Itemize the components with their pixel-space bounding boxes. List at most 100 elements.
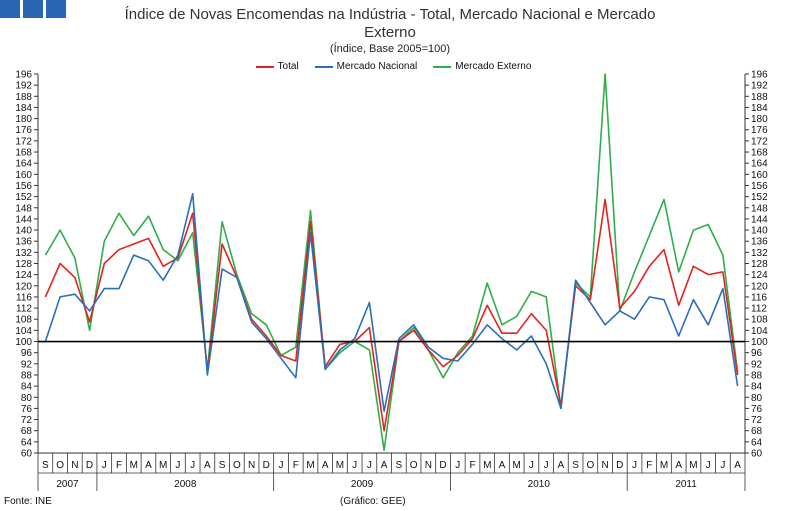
month-tick-label: J <box>279 460 284 471</box>
month-tick-label: D <box>86 460 93 471</box>
y-tick-label-left: 136 <box>15 237 32 248</box>
legend-label-externo: Mercado Externo <box>455 61 532 72</box>
month-tick-label: M <box>130 460 138 471</box>
series-line-total <box>44 198 739 432</box>
month-tick-label: A <box>322 460 329 471</box>
legend-item-nacional: Mercado Nacional <box>314 61 418 72</box>
month-tick-label: M <box>689 460 697 471</box>
y-tick-label-left: 60 <box>21 449 33 460</box>
y-tick-label-right: 60 <box>751 449 763 460</box>
month-tick-label: N <box>71 460 78 471</box>
month-tick-label: M <box>660 460 668 471</box>
legend-swatch-total <box>255 65 274 68</box>
title-line-1: Índice de Novas Encomendas na Indústria … <box>124 6 656 23</box>
chart-credit: (Gráfico: GEE) <box>340 496 406 507</box>
y-tick-label-right: 96 <box>751 348 763 359</box>
month-tick-label: A <box>499 460 506 471</box>
y-tick-label-right: 172 <box>751 136 768 147</box>
y-tick-label-right: 92 <box>751 359 763 370</box>
y-tick-label-right: 124 <box>751 270 768 281</box>
month-tick-label: M <box>483 460 491 471</box>
y-tick-label-right: 108 <box>751 315 768 326</box>
year-label: 2009 <box>351 479 374 490</box>
y-tick-label-right: 144 <box>751 214 768 225</box>
year-label: 2008 <box>174 479 197 490</box>
month-tick-label: J <box>544 460 549 471</box>
month-tick-label: J <box>102 460 107 471</box>
logo-square <box>23 0 43 18</box>
y-tick-label-right: 104 <box>751 326 768 337</box>
y-tick-label-right: 128 <box>751 259 768 270</box>
y-tick-label-left: 152 <box>15 192 32 203</box>
year-label: 2011 <box>675 479 697 490</box>
month-tick-label: N <box>425 460 432 471</box>
month-tick-label: J <box>706 460 711 471</box>
y-tick-label-right: 100 <box>751 337 768 348</box>
y-tick-label-left: 140 <box>15 226 32 237</box>
legend: Total Mercado Nacional Mercado Externo <box>0 61 787 72</box>
y-tick-label-right: 80 <box>751 393 763 404</box>
y-tick-label-right: 176 <box>751 125 768 136</box>
y-tick-label-left: 104 <box>15 326 32 337</box>
month-tick-label: J <box>175 460 180 471</box>
y-tick-label-right: 156 <box>751 181 768 192</box>
month-tick-label: M <box>513 460 521 471</box>
y-tick-label-left: 172 <box>15 136 32 147</box>
month-tick-label: F <box>469 460 475 471</box>
source-note: Fonte: INE <box>4 496 52 507</box>
y-tick-label-right: 112 <box>751 304 767 315</box>
y-tick-label-left: 88 <box>21 370 33 381</box>
month-tick-label: A <box>558 460 565 471</box>
y-tick-label-left: 160 <box>15 170 32 181</box>
legend-item-externo: Mercado Externo <box>433 61 531 72</box>
y-tick-label-right: 180 <box>751 114 768 125</box>
y-tick-label-left: 108 <box>15 315 32 326</box>
month-tick-label: J <box>190 460 195 471</box>
y-tick-label-left: 144 <box>15 214 32 225</box>
month-tick-label: D <box>263 460 270 471</box>
legend-label-total: Total <box>277 61 299 72</box>
y-tick-label-right: 196 <box>751 70 768 81</box>
legend-item-total: Total <box>255 61 299 72</box>
y-tick-label-left: 184 <box>15 103 32 114</box>
y-tick-label-right: 76 <box>751 404 763 415</box>
y-tick-label-left: 68 <box>21 426 33 437</box>
y-tick-label-left: 96 <box>21 348 33 359</box>
y-tick-label-left: 148 <box>15 203 32 214</box>
legend-swatch-nacional <box>314 65 333 68</box>
series-line-mercado-nacional <box>44 193 739 413</box>
y-tick-label-left: 72 <box>21 415 33 426</box>
y-tick-label-left: 164 <box>15 159 32 170</box>
legend-swatch-externo <box>433 65 452 68</box>
chart-subtitle: (Índice, Base 2005=100) <box>329 43 451 55</box>
month-tick-label: M <box>306 460 314 471</box>
legend-label-nacional: Mercado Nacional <box>336 61 418 72</box>
month-tick-label: N <box>248 460 255 471</box>
y-tick-label-left: 192 <box>15 81 32 92</box>
month-tick-label: J <box>455 460 460 471</box>
year-label: 2010 <box>528 479 551 490</box>
month-tick-label: O <box>586 460 594 471</box>
logo-square <box>46 0 66 18</box>
month-tick-label: S <box>219 460 226 471</box>
y-tick-label-left: 124 <box>15 270 32 281</box>
y-tick-label-left: 80 <box>21 393 33 404</box>
month-tick-label: S <box>396 460 403 471</box>
y-tick-label-left: 156 <box>15 181 32 192</box>
month-tick-label: A <box>145 460 152 471</box>
y-tick-label-right: 148 <box>751 203 768 214</box>
y-tick-label-right: 64 <box>751 437 763 448</box>
y-tick-label-right: 68 <box>751 426 763 437</box>
month-tick-label: A <box>204 460 211 471</box>
y-tick-label-left: 180 <box>15 114 32 125</box>
y-tick-label-left: 112 <box>16 304 32 315</box>
month-tick-label: M <box>159 460 167 471</box>
y-tick-label-left: 168 <box>15 148 32 159</box>
month-tick-label: D <box>616 460 623 471</box>
y-tick-label-left: 76 <box>21 404 33 415</box>
y-tick-label-right: 116 <box>751 292 767 303</box>
month-tick-label: D <box>439 460 446 471</box>
y-tick-label-left: 132 <box>15 248 32 259</box>
y-tick-label-right: 188 <box>751 92 768 103</box>
y-tick-label-right: 84 <box>751 382 763 393</box>
